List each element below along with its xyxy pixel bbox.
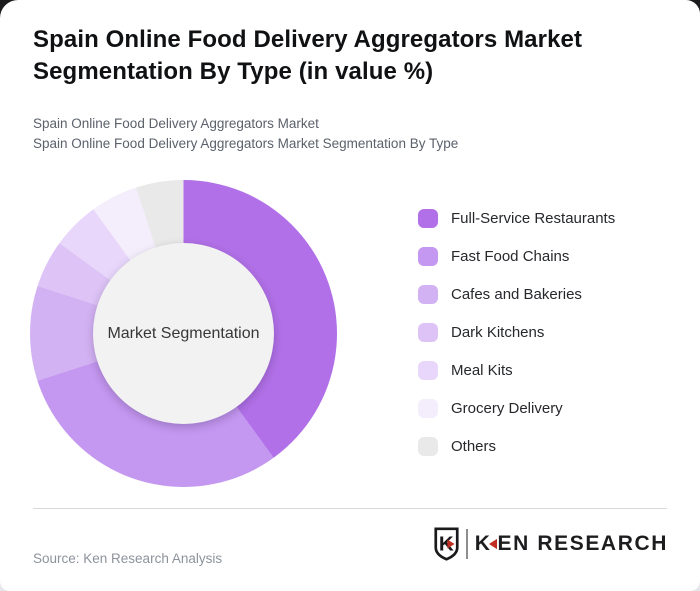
legend-label-dark-kitchens: Dark Kitchens xyxy=(451,323,545,341)
legend-swatch-fast-food-chains xyxy=(418,246,438,266)
legend-swatch-full-service-restaurants xyxy=(418,208,438,228)
legend-item-grocery-delivery: Grocery Delivery xyxy=(418,398,615,418)
ken-research-logo: K K EN RESEARCH xyxy=(433,526,668,562)
donut-chart: Market Segmentation xyxy=(30,180,337,487)
chart-legend: Full-Service Restaurants Fast Food Chains… xyxy=(418,208,615,456)
shield-letter: K xyxy=(439,532,454,555)
logo-rest: EN RESEARCH xyxy=(497,531,668,556)
legend-label-fast-food-chains: Fast Food Chains xyxy=(451,247,570,265)
legend-item-meal-kits: Meal Kits xyxy=(418,360,615,380)
logo-separator xyxy=(465,529,468,559)
legend-label-cafes-and-bakeries: Cafes and Bakeries xyxy=(451,285,582,303)
logo-k: K xyxy=(474,531,492,556)
legend-label-others: Others xyxy=(451,437,497,455)
legend-item-full-service-restaurants: Full-Service Restaurants xyxy=(418,208,615,228)
legend-swatch-cafes-and-bakeries xyxy=(418,284,438,304)
legend-item-others: Others xyxy=(418,436,615,456)
legend-swatch-dark-kitchens xyxy=(418,322,438,342)
legend-item-dark-kitchens: Dark Kitchens xyxy=(418,322,615,342)
page-title: Spain Online Food Delivery Aggregators M… xyxy=(33,26,583,85)
legend-label-grocery-delivery: Grocery Delivery xyxy=(451,399,563,417)
legend-item-cafes-and-bakeries: Cafes and Bakeries xyxy=(418,284,615,304)
footer-divider xyxy=(33,508,667,509)
subtitle-line-1: Spain Online Food Delivery Aggregators M… xyxy=(33,116,319,131)
donut-center-label: Market Segmentation xyxy=(107,324,260,342)
legend-swatch-meal-kits xyxy=(418,360,438,380)
donut-center: Market Segmentation xyxy=(93,243,274,424)
subtitle-line-2: Spain Online Food Delivery Aggregators M… xyxy=(33,136,459,151)
legend-label-full-service-restaurants: Full-Service Restaurants xyxy=(451,209,616,227)
legend-label-meal-kits: Meal Kits xyxy=(451,361,513,379)
logo-wordmark: K EN RESEARCH xyxy=(475,532,668,556)
ken-shield-icon: K xyxy=(434,527,459,561)
logo-triangle-icon xyxy=(488,538,497,550)
legend-swatch-grocery-delivery xyxy=(418,398,438,418)
shield-triangle-icon xyxy=(447,539,455,549)
source-text: Source: Ken Research Analysis xyxy=(33,551,223,566)
legend-item-fast-food-chains: Fast Food Chains xyxy=(418,246,615,266)
legend-swatch-others xyxy=(418,436,438,456)
